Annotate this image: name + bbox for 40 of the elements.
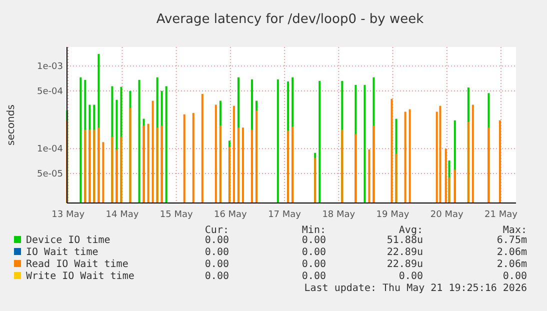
legend-label: Device IO time	[26, 235, 110, 246]
text: 2.06m	[496, 247, 527, 258]
text: 0.00	[204, 247, 229, 258]
legend-label: Write IO Wait time	[26, 271, 134, 282]
x-tick-label: 15 May	[160, 210, 194, 220]
x-tick-label: 16 May	[214, 210, 248, 220]
y-axis-title: seconds	[6, 104, 17, 146]
text: 0.00	[204, 259, 229, 270]
x-tick-label: 19 May	[376, 210, 410, 220]
text: 22.89u	[386, 259, 423, 270]
text: 6.75m	[496, 235, 527, 246]
text: 0.00	[502, 271, 527, 282]
x-tick-label: 17 May	[268, 210, 302, 220]
x-tick-label: 13 May	[52, 210, 86, 220]
text: Min:	[302, 225, 326, 236]
text: 51.88u	[386, 235, 423, 246]
text: 0.00	[302, 235, 326, 246]
x-tick-label: 14 May	[106, 210, 140, 220]
x-tick-label: 21 May	[484, 210, 518, 220]
legend-label: Read IO Wait time	[26, 259, 128, 270]
text: 0.00	[204, 235, 229, 246]
y-tick-label: 1e-04	[37, 144, 64, 155]
legend-label: IO Wait time	[26, 247, 98, 258]
x-tick-label: 20 May	[430, 210, 464, 220]
x-tick-label: 18 May	[322, 210, 356, 220]
text: 0.00	[398, 271, 423, 282]
y-tick-label: 5e-05	[37, 170, 63, 180]
text: Cur:	[204, 225, 229, 236]
text: Last update: Thu May 21 19:25:16 2026	[304, 283, 527, 294]
text: Max:	[502, 225, 527, 236]
text: Avg:	[398, 225, 423, 236]
y-tick-label: 5e-04	[37, 86, 64, 97]
text: 2.06m	[496, 259, 527, 270]
text: 22.89u	[386, 247, 423, 258]
text: 0.00	[302, 271, 326, 282]
text: 0.00	[302, 247, 326, 258]
text: 0.00	[302, 259, 326, 270]
text: 0.00	[204, 271, 229, 282]
chart-title: Average latency for /dev/loop0 - by week	[156, 12, 424, 27]
y-tick-label: 1e-03	[37, 62, 63, 72]
